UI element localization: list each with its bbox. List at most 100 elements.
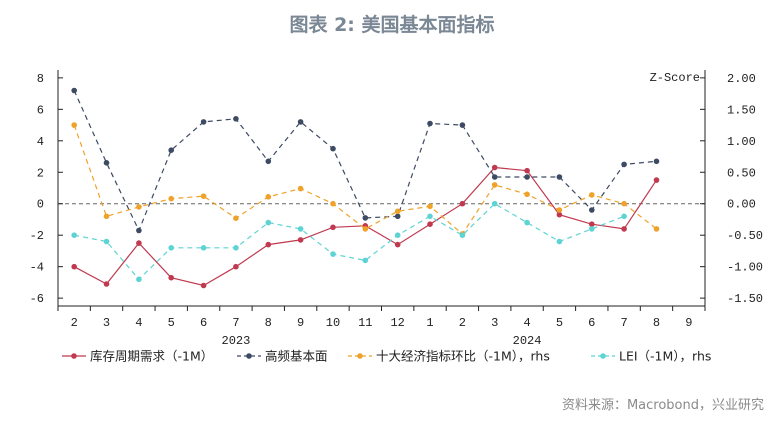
data-point xyxy=(233,116,239,122)
year-label: 2023 xyxy=(222,334,251,348)
data-point xyxy=(362,215,369,221)
data-point xyxy=(330,251,336,257)
left-tick-label: 0 xyxy=(37,198,44,212)
data-point xyxy=(200,245,207,251)
right-tick-label: 0.50 xyxy=(727,166,756,180)
series-line xyxy=(74,202,625,281)
data-point xyxy=(168,147,174,153)
data-point xyxy=(653,177,660,183)
data-point xyxy=(524,167,530,174)
x-tick-label: 9 xyxy=(297,316,304,330)
data-point xyxy=(71,87,77,94)
x-tick-label: 1 xyxy=(426,316,433,330)
data-point xyxy=(491,174,498,180)
x-tick-label: 12 xyxy=(390,316,404,330)
x-tick-label: 6 xyxy=(588,316,595,330)
year-label: 2024 xyxy=(513,334,542,348)
data-point xyxy=(168,274,174,281)
series-0 xyxy=(71,164,660,289)
left-tick-label: 2 xyxy=(37,166,44,180)
data-point xyxy=(524,174,530,180)
legend-label: 十大经济指标环比（-1M），rhs xyxy=(376,349,550,364)
data-point xyxy=(103,238,110,245)
data-point xyxy=(589,221,595,227)
data-point xyxy=(589,207,595,213)
right-tick-label: 2.00 xyxy=(727,72,756,86)
data-point xyxy=(427,221,433,227)
data-point xyxy=(427,120,433,127)
data-point xyxy=(491,182,498,188)
data-point xyxy=(621,226,627,232)
data-point xyxy=(362,257,369,264)
data-point xyxy=(491,200,498,207)
series-3 xyxy=(71,200,627,283)
data-point xyxy=(297,237,304,243)
x-tick-label: 2 xyxy=(459,316,466,330)
data-point xyxy=(556,238,563,245)
legend-item-2: 十大经济指标环比（-1M），rhs xyxy=(348,349,550,364)
data-point xyxy=(621,200,627,207)
data-point xyxy=(168,195,174,202)
x-tick-label: 2 xyxy=(71,316,78,330)
data-point xyxy=(265,241,272,248)
series-2 xyxy=(71,122,660,237)
data-point xyxy=(491,164,498,171)
data-point xyxy=(330,200,336,207)
data-point xyxy=(459,232,466,238)
x-tick-label: 4 xyxy=(135,316,142,330)
data-point xyxy=(265,158,272,165)
left-tick-label: -4 xyxy=(30,261,44,275)
data-point xyxy=(71,122,77,128)
data-point xyxy=(136,240,142,246)
data-point xyxy=(459,122,466,128)
data-point xyxy=(394,213,401,220)
data-point xyxy=(653,158,660,165)
x-tick-label: 3 xyxy=(491,316,498,330)
data-point xyxy=(200,193,207,199)
data-point xyxy=(524,191,530,198)
data-point xyxy=(71,263,77,270)
data-point xyxy=(103,160,110,166)
data-point xyxy=(233,263,239,270)
legend-swatch-marker xyxy=(357,353,363,359)
data-point xyxy=(556,207,563,213)
x-tick-label: 3 xyxy=(103,316,110,330)
x-tick-label: 7 xyxy=(621,316,628,330)
legend-item-1: 高频基本面 xyxy=(237,349,328,364)
data-point xyxy=(362,226,369,232)
left-tick-label: 8 xyxy=(37,72,44,86)
x-tick-label: 9 xyxy=(685,316,692,330)
right-tick-label: -0.50 xyxy=(727,229,763,243)
data-point xyxy=(427,213,433,220)
data-point xyxy=(103,281,110,287)
right-tick-label: 1.50 xyxy=(727,103,756,117)
data-point xyxy=(330,224,336,231)
data-point xyxy=(233,245,239,251)
series-line xyxy=(73,90,657,232)
legend-item-0: 库存周期需求（-1M） xyxy=(62,349,213,364)
x-tick-label: 11 xyxy=(358,316,372,330)
data-point xyxy=(265,219,272,226)
x-tick-label: 7 xyxy=(232,316,239,330)
left-axis-ticks: 8 6 4 2 0 -2 -4 -6 xyxy=(30,72,63,306)
data-point xyxy=(71,232,77,238)
data-point xyxy=(297,119,304,125)
right-tick-label: -1.50 xyxy=(727,292,763,306)
data-point xyxy=(653,226,660,232)
data-point xyxy=(459,200,466,207)
legend-swatch-marker xyxy=(246,353,252,359)
data-point xyxy=(556,211,563,218)
x-tick-label: 10 xyxy=(326,316,340,330)
data-point xyxy=(297,185,304,192)
x-tick-label: 5 xyxy=(556,316,563,330)
x-tick-label: 8 xyxy=(653,316,660,330)
data-point xyxy=(589,192,595,198)
right-axis-ticks: 2.00 1.50 1.00 0.50 0.00 -0.50 -1.00 -1.50 xyxy=(700,72,763,306)
left-tick-label: 4 xyxy=(37,135,44,149)
x-tick-label: 6 xyxy=(200,316,207,330)
data-point xyxy=(200,282,207,289)
data-point xyxy=(589,226,595,232)
data-point xyxy=(394,241,401,248)
x-tick-label: 5 xyxy=(168,316,175,330)
